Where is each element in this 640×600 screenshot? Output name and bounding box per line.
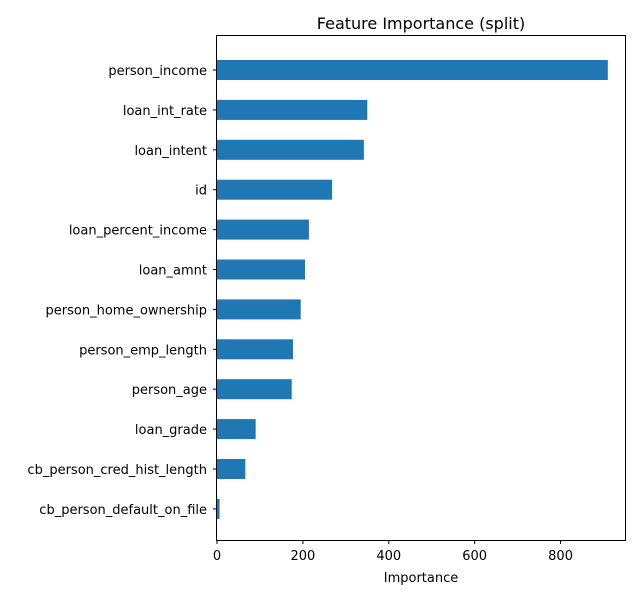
bar-person-age (217, 379, 292, 400)
x-tick-label: 0 (213, 549, 221, 564)
y-tick-label: person_age (132, 383, 207, 398)
chart-title: Feature Importance (split) (317, 14, 525, 33)
bar-person-home-ownership (217, 299, 301, 320)
y-tick-label: person_income (108, 64, 207, 79)
y-tick-label: cb_person_default_on_file (39, 503, 207, 518)
bars-group (217, 60, 608, 519)
bar-loan-intent (217, 139, 364, 160)
x-tick-label: 600 (462, 549, 487, 564)
bar-person-income (217, 60, 608, 80)
bar-cb-person-cred-hist-length (217, 459, 246, 479)
y-tick-label: id (195, 184, 207, 199)
y-tick-label: person_home_ownership (46, 303, 207, 318)
y-tick-label: loan_amnt (139, 264, 207, 279)
bar-loan-grade (217, 419, 256, 440)
bar-cb-person-default-on-file (217, 498, 220, 519)
x-tick-label: 800 (548, 549, 573, 564)
x-axis-label: Importance (384, 571, 459, 586)
bar-loan-amnt (217, 259, 306, 280)
x-ticks: 0 200 400 600 800 (213, 540, 573, 564)
y-tick-label: person_emp_length (79, 343, 207, 358)
x-tick-label: 200 (290, 549, 315, 564)
plot-frame (216, 35, 626, 541)
y-tick-label: loan_grade (135, 423, 207, 438)
x-tick-label: 400 (376, 549, 401, 564)
bar-loan-int-rate (217, 99, 368, 120)
bar-loan-percent-income (217, 219, 309, 240)
y-tick-label: loan_percent_income (69, 224, 207, 239)
y-tick-label: loan_intent (134, 144, 207, 159)
y-tick-label: cb_person_cred_hist_length (27, 463, 207, 478)
y-tick-label: loan_int_rate (123, 104, 207, 119)
bar-person-emp-length (217, 339, 294, 360)
bar-id (217, 179, 333, 200)
